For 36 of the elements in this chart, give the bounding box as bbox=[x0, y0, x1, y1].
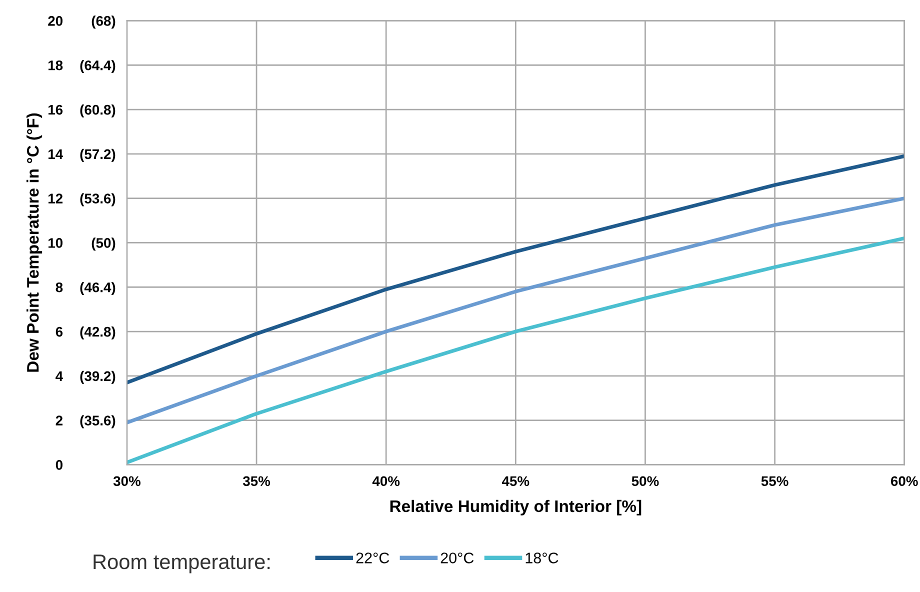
legend-title: Room temperature: bbox=[94, 554, 270, 574]
x-tick-label: 30% bbox=[113, 476, 140, 486]
x-tick-label: 60% bbox=[890, 476, 918, 486]
x-tick-label: 50% bbox=[632, 476, 659, 486]
y2-tick-label: (39.2) bbox=[80, 370, 116, 384]
y2-tick-label: (42.8) bbox=[80, 326, 116, 340]
y2-tick-label: (53.6) bbox=[80, 193, 116, 206]
y2-tick-label: (46.4) bbox=[80, 282, 116, 296]
y-tick-label: 12 bbox=[48, 194, 63, 204]
y-tick-label: 8 bbox=[56, 282, 63, 292]
x-axis-title: Relative Humidity of Interior [%] bbox=[390, 500, 642, 516]
x-tick-label: 45% bbox=[502, 476, 530, 486]
y-tick-label: 6 bbox=[56, 326, 63, 337]
line-series bbox=[126, 196, 904, 424]
y2-tick-label: (68) bbox=[92, 16, 116, 29]
y2-tick-label: (64.4) bbox=[80, 60, 116, 74]
y2-tick-label: (60.8) bbox=[80, 104, 116, 118]
y-tick-label: 4 bbox=[56, 371, 63, 381]
y-tick-label: 14 bbox=[48, 149, 63, 159]
y-tick-label: 18 bbox=[48, 60, 63, 70]
line-series bbox=[126, 154, 904, 384]
y-tick-label: 0 bbox=[56, 460, 63, 470]
legend-label: 18°C bbox=[526, 552, 558, 564]
y2-tick-label: (50) bbox=[92, 238, 116, 251]
y-tick-label: 10 bbox=[48, 238, 63, 248]
legend-label: 20°C bbox=[440, 552, 474, 564]
y2-tick-label: (57.2) bbox=[80, 148, 116, 162]
y-axis-title: Dew Point Temperature in °C (°F) bbox=[26, 113, 42, 372]
x-tick-label: 40% bbox=[372, 476, 400, 486]
y-tick-label: 2 bbox=[56, 416, 63, 426]
legend-label: 22°C bbox=[356, 552, 390, 564]
y-tick-label: 20 bbox=[48, 16, 63, 26]
y2-tick-label: (35.6) bbox=[80, 415, 116, 428]
y-tick-label: 16 bbox=[48, 104, 63, 115]
x-tick-label: 35% bbox=[242, 476, 270, 486]
x-tick-label: 55% bbox=[761, 476, 788, 486]
